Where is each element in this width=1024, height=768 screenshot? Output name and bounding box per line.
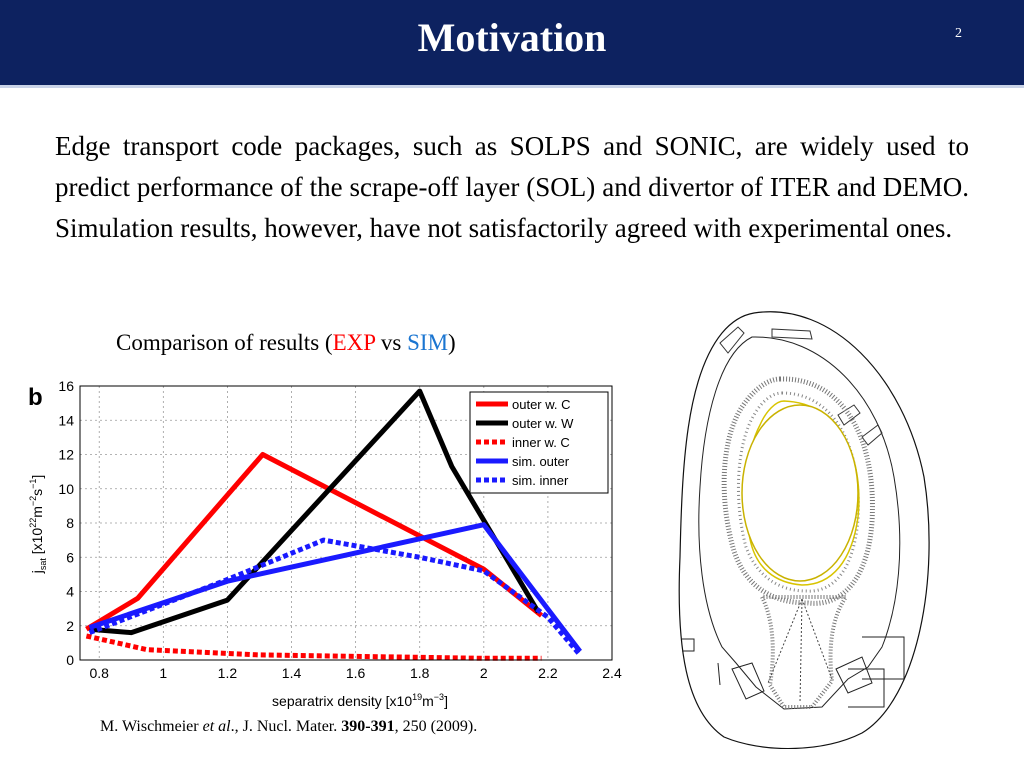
- caption-exp: EXP: [332, 330, 376, 355]
- series-line-outer-w-w: [89, 388, 541, 636]
- x-tick-label: 2.4: [602, 665, 622, 681]
- chart-legend: outer w. C outer w. W inner w. C sim. outer…: [469, 391, 609, 494]
- legend-label: inner w. C: [512, 435, 570, 450]
- series-line-inner-w-c: [85, 633, 542, 661]
- vessel-outline: [678, 311, 930, 750]
- x-tick-label: 1.4: [282, 665, 302, 681]
- title-bar: Motivation 2: [0, 0, 1024, 88]
- plot-frame: [79, 385, 613, 661]
- body-paragraph: Edge transport code packages, such as SO…: [55, 131, 969, 243]
- jsat-chart-svg: b 0.8 1 1.2 1.4 1.6 1.8 2 2.2 2.4 0 2 4 6 8 10 12 14 16 s…: [28, 378, 622, 709]
- divertor-target-left: [731, 662, 765, 700]
- y-tick-label: 8: [66, 515, 74, 531]
- slide-title: Motivation: [417, 15, 607, 60]
- caption-vs: vs: [375, 330, 408, 355]
- x-tick-label: 2: [480, 665, 488, 681]
- ref-authors: M. Wischmeier: [100, 718, 203, 735]
- y-tick-label: 14: [58, 412, 74, 428]
- chart-caption: Comparison of results (EXP vs SIM): [116, 330, 456, 356]
- x-point-lines: [767, 598, 833, 704]
- legend-label: sim. inner: [512, 473, 569, 488]
- y-tick-label: 12: [58, 447, 74, 463]
- outer-tile-1: [837, 404, 861, 426]
- divertor-geometry-figure: [672, 307, 934, 750]
- port-box: [862, 636, 905, 680]
- y-tick-label: 4: [66, 584, 74, 600]
- x-axis-label: separatrix density [x1019m−3]: [272, 692, 448, 709]
- ref-journal: ., J. Nucl. Mater.: [230, 718, 342, 735]
- x-tick-label: 1: [159, 665, 167, 681]
- ref-volume: 390-391: [341, 718, 395, 735]
- left-tick: [717, 662, 721, 686]
- y-tick-label: 2: [66, 618, 74, 634]
- x-tick-label: 0.8: [89, 665, 109, 681]
- axis-ticks: 0.8 1 1.2 1.4 1.6 1.8 2 2.2 2.4 0 2 4 6 8 10 12 14 16: [58, 378, 622, 681]
- y-axis-label: jsat [x1022m−2s−1]: [28, 475, 48, 575]
- series-layer: [85, 388, 582, 661]
- caption-prefix: Comparison of results (: [116, 330, 333, 355]
- x-tick-label: 1.2: [218, 665, 238, 681]
- ref-etal: et al: [202, 718, 231, 735]
- divertor-geometry-svg: [678, 311, 930, 750]
- legend-label: outer w. W: [512, 416, 574, 431]
- series-line-outer-w-c: [85, 452, 544, 632]
- port-box-lower: [848, 668, 885, 708]
- core-boundary: [741, 404, 859, 582]
- panel-label: b: [28, 384, 43, 411]
- legend-label: outer w. C: [512, 397, 571, 412]
- y-tick-label: 16: [58, 378, 74, 394]
- legend-label: sim. outer: [512, 454, 570, 469]
- caption-sim: SIM: [407, 330, 449, 355]
- ref-rest: , 250 (2009).: [394, 718, 478, 735]
- x-tick-label: 2.2: [538, 665, 558, 681]
- slide-number: 2: [955, 26, 962, 41]
- divertor-region: [758, 595, 850, 709]
- caption-suffix: ): [448, 330, 456, 355]
- x-tick-label: 1.6: [346, 665, 366, 681]
- x-tick-label: 1.8: [410, 665, 430, 681]
- reference-citation: M. Wischmeier et al., J. Nucl. Mater. 39…: [100, 718, 477, 736]
- jsat-chart: b 0.8 1 1.2 1.4 1.6 1.8 2 2.2 2.4 0 2 4 6 8 10 12 14 16 s…: [14, 372, 634, 717]
- top-tile: [771, 328, 813, 340]
- plasma-grid-outer: [721, 376, 875, 606]
- y-tick-label: 10: [58, 481, 74, 497]
- divertor-target-right: [835, 656, 873, 694]
- y-tick-label: 6: [66, 549, 74, 565]
- first-wall: [698, 336, 901, 710]
- inner-wall-tile: [719, 326, 745, 354]
- left-marker: [682, 638, 695, 652]
- outer-tile-2: [861, 424, 883, 446]
- series-line-sim-inner: [88, 537, 582, 657]
- y-tick-label: 0: [66, 652, 74, 668]
